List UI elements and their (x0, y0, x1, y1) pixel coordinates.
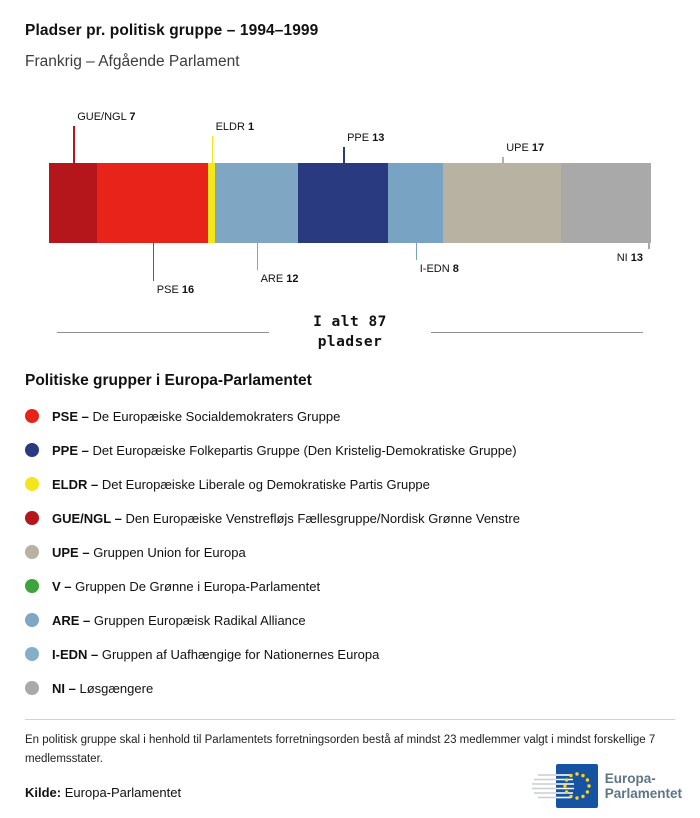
legend-title: Politiske grupper i Europa-Parlamentet (25, 372, 312, 390)
footer-divider (25, 719, 675, 721)
bar-segment-ppe (298, 163, 389, 243)
segment-value: 13 (372, 131, 385, 144)
segment-label-i-edn: I-EDN 8 (420, 262, 459, 277)
callout-line-ni (648, 243, 650, 249)
segment-label-eldr: ELDR 1 (216, 120, 255, 135)
divider-right (430, 332, 643, 334)
segment-value: 1 (248, 121, 255, 133)
legend-label-ppe: PPE – Det Europæiske Folkepartis Gruppe … (52, 442, 517, 458)
segment-value: 17 (531, 142, 545, 154)
bar-segment-ni (561, 163, 651, 243)
legend-label-gue-ngl: GUE/NGL – Den Europæiske Venstrefløjs Fæ… (52, 510, 520, 526)
segment-value: 13 (630, 252, 643, 264)
legend-dot-upe (25, 545, 39, 560)
callout-line-ppe (343, 146, 345, 163)
segment-label-upe: UPE 17 (506, 141, 544, 156)
legend-item-upe: UPE – Gruppen Union for Europa (25, 535, 675, 569)
segment-name: I-EDN (419, 262, 453, 275)
ep-logo-mark (531, 764, 598, 808)
page-subtitle: Frankrig – Afgående Parlament (25, 53, 240, 70)
legend: PSE – De Europæiske Socialdemokraters Gr… (25, 399, 675, 705)
bar-segment-pse (97, 163, 209, 243)
legend-label-upe: UPE – Gruppen Union for Europa (52, 544, 246, 560)
segment-name: ARE (260, 273, 287, 285)
legend-label-eldr: ELDR – Det Europæiske Liberale og Demokr… (52, 476, 430, 492)
legend-dot-are (25, 613, 39, 628)
legend-label-i-edn: I-EDN – Gruppen af Uafhængige for Nation… (52, 646, 380, 662)
legend-label-v: V – Gruppen De Grønne i Europa-Parlament… (52, 578, 321, 594)
callout-line-upe (502, 157, 504, 163)
ep-logo-text-line1: Europa- (604, 770, 656, 786)
callout-line-gue-ngl (73, 125, 75, 163)
segment-value: 7 (129, 110, 136, 123)
legend-dot-i-edn (25, 647, 39, 662)
segment-name: PSE (156, 283, 182, 296)
segment-label-gue-ngl: GUE/NGL 7 (77, 110, 135, 125)
source-label: Kilde: (25, 785, 62, 800)
legend-item-eldr: ELDR – Det Europæiske Liberale og Demokr… (25, 467, 675, 501)
bar-segment-gue-ngl (49, 163, 98, 243)
legend-label-ni: NI – Løsgængere (52, 680, 154, 696)
legend-item-pse: PSE – De Europæiske Socialdemokraters Gr… (25, 399, 675, 433)
legend-item-ni: NI – Løsgængere (25, 671, 675, 705)
legend-item-are: ARE – Gruppen Europæisk Radikal Alliance (25, 603, 675, 637)
segment-value: 16 (181, 283, 195, 296)
divider-left (57, 332, 270, 334)
footnote: En politisk gruppe skal i henhold til Pa… (25, 734, 656, 765)
ep-logo-text-line2: Parlamentet (604, 786, 682, 801)
source-value: Europa-Parlamentet (64, 785, 182, 800)
legend-label-pse: PSE – De Europæiske Socialdemokraters Gr… (52, 408, 341, 424)
bar-segment-i-edn (388, 163, 444, 243)
segment-name: GUE/NGL (77, 110, 130, 123)
legend-item-v: V – Gruppen De Grønne i Europa-Parlament… (25, 569, 675, 603)
legend-dot-ppe (25, 443, 39, 458)
source-row: Kilde: Europa-Parlamentet (25, 764, 682, 808)
callout-line-i-edn (415, 243, 418, 260)
total-seats-line2: pladser (317, 333, 383, 350)
source: Kilde: Europa-Parlamentet (25, 785, 181, 808)
legend-item-ppe: PPE – Det Europæiske Folkepartis Gruppe … (25, 433, 675, 467)
total-seats-label: I alt 87 pladser (313, 313, 387, 352)
segment-name: NI (616, 252, 631, 264)
legend-dot-eldr (25, 477, 39, 492)
callout-line-are (256, 243, 259, 270)
callout-line-eldr (211, 136, 214, 163)
segment-name: UPE (506, 142, 532, 154)
page-title: Pladser pr. politisk gruppe – 1994–1999 (25, 22, 319, 39)
ep-logo-text: Europa- Parlamentet (605, 771, 682, 801)
segment-label-are: ARE 12 (261, 272, 299, 287)
segment-label-ppe: PPE 13 (347, 131, 384, 146)
segment-name: PPE (347, 131, 373, 144)
total-seats-line1: I alt 87 (313, 314, 387, 330)
segment-label-ni: NI 13 (617, 251, 643, 266)
bar-segment-are (215, 163, 299, 243)
legend-dot-ni (25, 681, 39, 696)
bar-segment-eldr (208, 163, 216, 243)
legend-dot-pse (25, 409, 39, 424)
segment-label-pse: PSE 16 (157, 283, 194, 298)
legend-dot-v (25, 579, 39, 594)
total-seats-block: I alt 87 pladser (57, 313, 643, 352)
bar-segment-upe (443, 163, 562, 243)
stacked-bar-chart: GUE/NGL 7 PSE 16 ELDR 1 ARE 12 PPE 13 I-EDN 8… (49, 109, 651, 297)
legend-label-are: ARE – Gruppen Europæisk Radikal Alliance (52, 612, 306, 628)
callout-line-pse (152, 243, 155, 281)
legend-item-i-edn: I-EDN – Gruppen af Uafhængige for Nation… (25, 637, 675, 671)
segment-value: 8 (452, 262, 459, 275)
segment-value: 12 (286, 273, 299, 285)
legend-item-gue-ngl: GUE/NGL – Den Europæiske Venstrefløjs Fæ… (25, 501, 675, 535)
ep-logo: Europa- Parlamentet (531, 764, 682, 808)
legend-dot-gue-ngl (25, 511, 39, 526)
segment-name: ELDR (215, 121, 248, 133)
